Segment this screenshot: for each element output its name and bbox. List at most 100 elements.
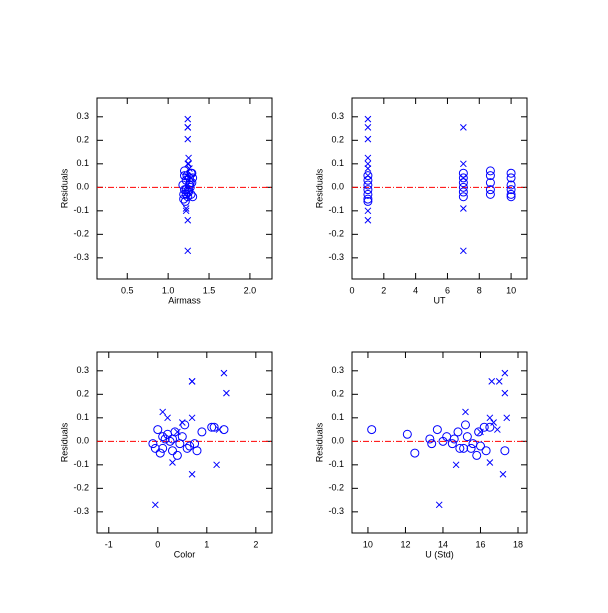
point — [472, 450, 482, 460]
point — [452, 461, 460, 469]
point — [181, 189, 191, 199]
point — [435, 501, 443, 509]
y-tick-label: 0.3 — [331, 365, 344, 375]
point — [485, 178, 495, 188]
y-tick-label: 0.1 — [76, 158, 89, 168]
point — [184, 216, 192, 224]
point — [158, 443, 168, 453]
point — [184, 160, 192, 168]
plot-frame — [96, 97, 273, 280]
point — [506, 168, 516, 178]
point — [475, 441, 485, 451]
point — [501, 389, 509, 397]
point — [458, 168, 468, 178]
point — [185, 154, 192, 162]
point — [474, 427, 484, 437]
point — [453, 427, 463, 437]
y-tick-label: 0.3 — [331, 111, 344, 121]
point — [364, 154, 372, 162]
plot-frame — [96, 351, 273, 534]
point — [458, 173, 468, 183]
point — [184, 185, 194, 195]
point — [477, 428, 484, 436]
y-axis-label: Residuals — [314, 168, 324, 208]
y-tick-label: -0.1 — [328, 459, 344, 469]
point — [460, 174, 467, 182]
y-tick-label: 0.0 — [331, 436, 344, 446]
x-tick-label: 6 — [445, 285, 450, 295]
point — [184, 173, 194, 183]
point — [506, 180, 516, 190]
point — [500, 446, 510, 456]
x-tick-label: 10 — [363, 539, 373, 549]
y-tick-label: -0.2 — [73, 229, 89, 239]
point — [164, 414, 171, 422]
point — [180, 420, 190, 430]
y-axis-label: Residuals — [314, 422, 324, 462]
subplot: -0.3 -0.2 -0.1 0.0 0.1 0.2 0.3 0.5 1.0 1.5 2.0 Airm… — [59, 97, 273, 305]
y-tick-label: 0.1 — [76, 412, 89, 422]
point — [485, 171, 495, 181]
point — [468, 439, 478, 449]
point — [506, 173, 516, 183]
point — [501, 369, 509, 377]
point — [486, 459, 494, 466]
point — [172, 450, 182, 460]
y-axis-label: Residuals — [59, 422, 69, 462]
x-tick-label: 2 — [253, 539, 258, 549]
point — [363, 196, 373, 206]
point — [486, 414, 494, 422]
point — [455, 443, 465, 453]
point — [495, 378, 503, 385]
subplot: -0.3 -0.2 -0.1 0.0 0.1 0.2 0.3 -1 0 1 2 Color Residu… — [59, 351, 273, 559]
point — [180, 196, 190, 206]
point — [160, 434, 170, 444]
y-tick-label: 0.0 — [76, 182, 89, 192]
point — [458, 178, 468, 188]
point — [460, 205, 467, 212]
point — [462, 432, 472, 442]
point — [165, 436, 175, 446]
y-tick-label: -0.3 — [328, 506, 344, 516]
point — [197, 427, 207, 437]
point — [490, 419, 497, 426]
point — [184, 180, 194, 190]
plot-frame — [351, 351, 528, 534]
point — [364, 216, 372, 224]
y-tick-label: -0.2 — [73, 483, 89, 493]
point — [188, 192, 198, 202]
y-tick-label: -0.2 — [328, 483, 344, 493]
point — [184, 247, 192, 255]
point — [187, 174, 195, 182]
point — [506, 189, 516, 199]
point — [167, 446, 177, 456]
x-tick-label: 10 — [506, 285, 516, 295]
point — [363, 180, 373, 190]
point — [213, 461, 220, 469]
x-tick-label: 0 — [349, 285, 354, 295]
point — [460, 124, 467, 131]
y-tick-label: 0.2 — [76, 135, 89, 145]
point — [479, 422, 489, 432]
point — [488, 378, 496, 385]
point — [151, 501, 159, 509]
x-tick-label: 2.0 — [244, 285, 257, 295]
point — [185, 441, 195, 451]
x-axis-label: UT — [434, 295, 446, 305]
plot-frame — [351, 97, 528, 280]
point — [223, 389, 230, 397]
point — [183, 192, 193, 202]
point — [364, 165, 372, 172]
point — [460, 420, 470, 430]
point — [175, 439, 185, 449]
point — [364, 172, 372, 179]
point — [148, 439, 158, 449]
point — [181, 185, 191, 195]
point — [182, 443, 192, 453]
point — [402, 429, 412, 439]
y-tick-label: 0.2 — [331, 135, 344, 145]
point — [410, 448, 420, 458]
point — [506, 185, 516, 195]
point — [367, 425, 377, 435]
